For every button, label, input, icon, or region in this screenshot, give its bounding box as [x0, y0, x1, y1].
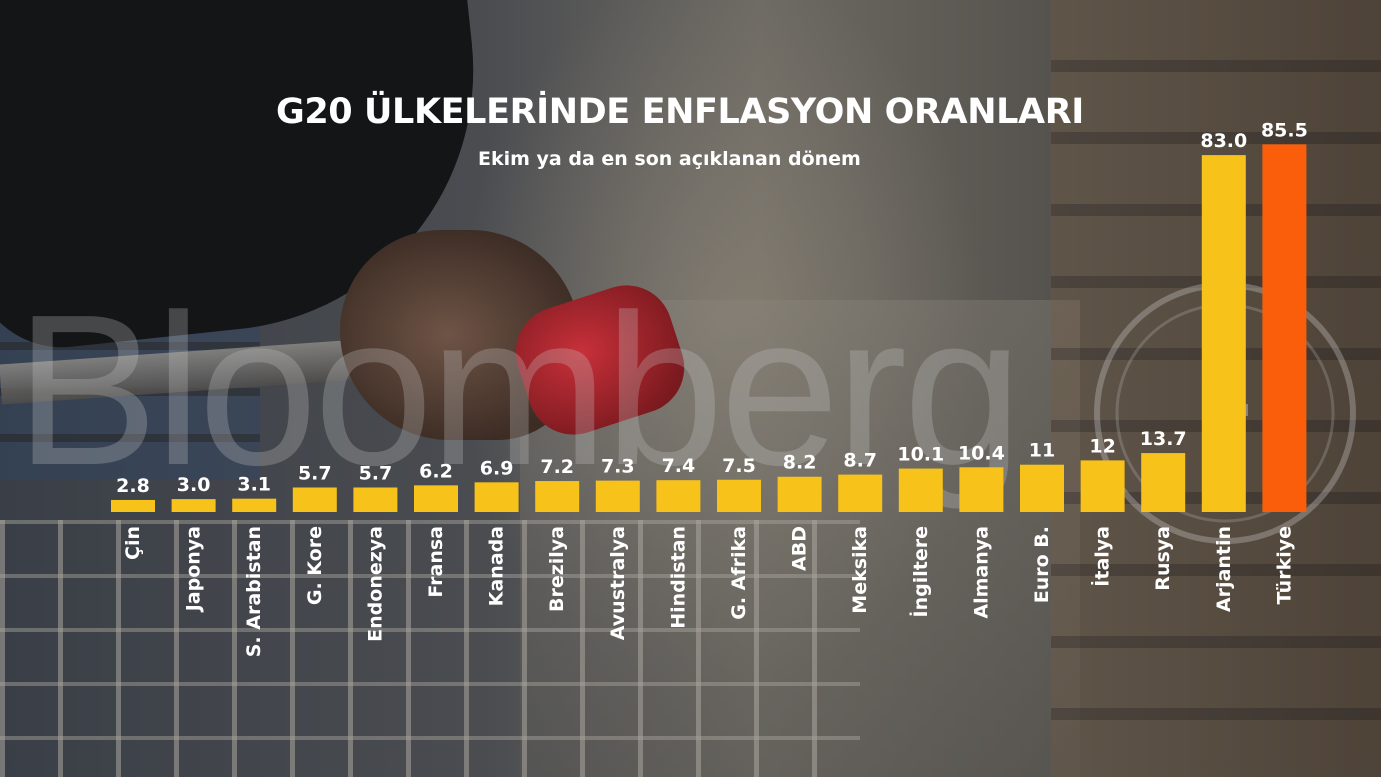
- bloomberg-watermark: Bloomberg: [15, 269, 1023, 510]
- value-label: 5.7: [298, 462, 332, 484]
- bar-G. Kore: [292, 487, 337, 512]
- category-label: G. Afrika: [728, 526, 750, 620]
- category-label: Hindistan: [667, 526, 689, 629]
- category-label: Avustralya: [607, 526, 629, 640]
- value-label: 6.2: [419, 460, 453, 482]
- category-label: Euro B.: [1031, 526, 1053, 603]
- value-label: 6.9: [480, 457, 514, 479]
- category-label: S. Arabistan: [243, 526, 265, 657]
- value-label: 10.4: [958, 442, 1005, 464]
- category-label: İtalya: [1090, 526, 1114, 587]
- category-label: Türkiye: [1273, 526, 1295, 604]
- bar-İtalya: [1080, 460, 1125, 512]
- bar-Japonya: [171, 499, 216, 512]
- bar-Kanada: [474, 482, 519, 512]
- bar-Almanya: [959, 467, 1004, 512]
- value-label: 2.8: [116, 475, 150, 497]
- chart-title: G20 ÜLKELERİNDE ENFLASYON ORANLARI: [276, 92, 1084, 132]
- value-label: 5.7: [359, 462, 393, 484]
- bar-Türkiye: [1262, 144, 1307, 512]
- bar-Endonezya: [353, 487, 398, 512]
- bar-Meksika: [838, 474, 883, 512]
- bar-Çin: [111, 499, 155, 512]
- value-label: 83.0: [1200, 130, 1247, 152]
- category-label: Japonya: [183, 526, 205, 613]
- value-label: 8.7: [843, 450, 877, 472]
- value-label: 7.5: [722, 455, 756, 477]
- category-label: Çin: [122, 526, 144, 560]
- value-label: 13.7: [1140, 428, 1187, 450]
- chart-subtitle: Ekim ya da en son açıklanan dönem: [478, 148, 861, 170]
- value-label: 3.0: [177, 474, 211, 496]
- value-label: 10.1: [897, 444, 944, 466]
- bar-Fransa: [414, 485, 458, 512]
- category-label: Meksika: [849, 526, 871, 614]
- background-cart-basket: [0, 520, 860, 777]
- value-label: 7.2: [540, 456, 574, 478]
- value-label: 3.1: [237, 474, 271, 496]
- category-label: G. Kore: [304, 526, 326, 605]
- value-label: 85.5: [1261, 119, 1308, 141]
- bar-Rusya: [1141, 453, 1186, 512]
- category-label: Endonezya: [364, 526, 386, 642]
- value-label: 8.2: [783, 452, 817, 474]
- value-label: 12: [1089, 435, 1115, 457]
- bar-S. Arabistan: [232, 498, 277, 512]
- bar-Arjantin: [1201, 155, 1246, 512]
- bar-G. Afrika: [717, 479, 761, 512]
- bar-ABD: [777, 476, 822, 512]
- bar-Euro B.: [1020, 464, 1064, 512]
- category-label: Brezilya: [546, 526, 568, 612]
- category-label: Rusya: [1152, 526, 1174, 591]
- category-label: ABD: [789, 526, 811, 571]
- value-label: 11: [1029, 440, 1055, 462]
- category-label: Fransa: [425, 526, 447, 598]
- category-label: Kanada: [486, 526, 508, 606]
- bar-Avustralya: [595, 480, 640, 512]
- value-label: 7.3: [601, 456, 635, 478]
- category-label: Arjantin: [1213, 526, 1235, 612]
- bar-Brezilya: [535, 481, 580, 512]
- bar-Hindistan: [656, 480, 701, 512]
- bar-İngiltere: [898, 468, 943, 512]
- value-label: 7.4: [662, 455, 696, 477]
- category-label: Almanya: [970, 526, 992, 619]
- category-label: İngiltere: [908, 526, 932, 617]
